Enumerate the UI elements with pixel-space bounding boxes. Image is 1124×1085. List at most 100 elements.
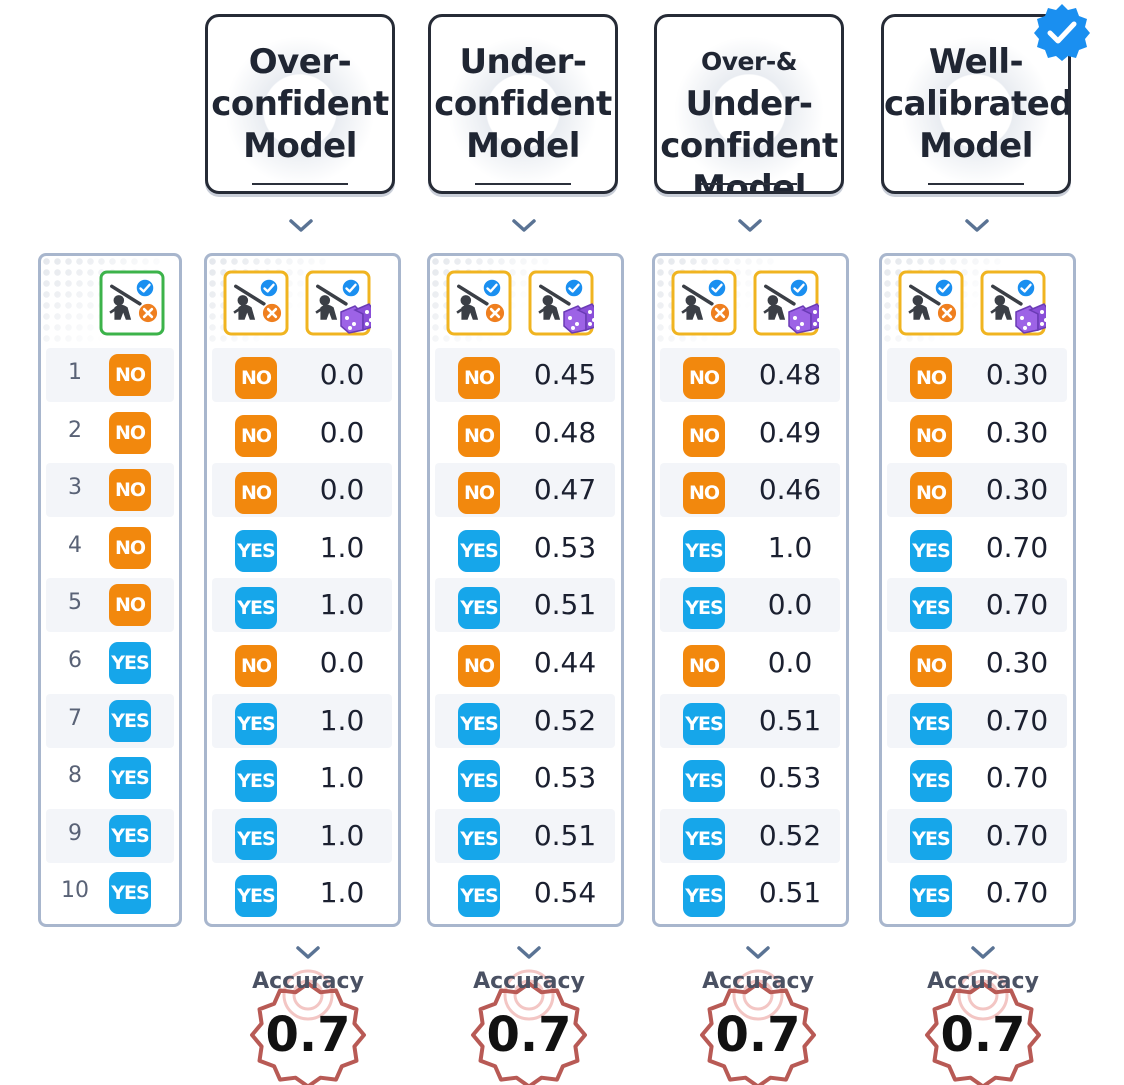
accuracy-label: Accuracy	[702, 969, 814, 994]
prediction-badge: YES	[910, 702, 952, 745]
prediction-badge: YES	[458, 760, 500, 803]
confidence-value: 0.0	[767, 646, 813, 679]
confidence-value: 0.70	[985, 876, 1049, 910]
confidence-value: 0.48	[758, 358, 822, 391]
seal-icon	[925, 969, 1041, 1085]
prediction-badge: NO	[910, 645, 952, 687]
chevron-down-icon	[965, 219, 989, 232]
prediction-badge: YES	[458, 702, 500, 745]
chevron-down-icon	[971, 946, 995, 959]
model-title: Over- confident Model	[211, 42, 389, 166]
ground-truth-badge: YES	[109, 757, 151, 800]
prediction-badge: YES	[235, 587, 277, 630]
ground-truth-badge: NO	[109, 584, 151, 627]
background-ring-decoration	[891, 25, 1061, 191]
prediction-badge: NO	[235, 472, 277, 515]
row-index: 2	[68, 417, 82, 443]
prediction-badge: YES	[683, 587, 725, 630]
prediction-badge: YES	[235, 817, 277, 860]
seal-icon	[471, 969, 587, 1085]
confidence-value: 0.53	[533, 530, 597, 564]
confidence-value: 0.70	[985, 530, 1049, 564]
title-underline	[475, 183, 571, 185]
ground-truth-badge: NO	[109, 411, 151, 454]
model-panel-over-confident: NO 0.0 NO 0.0 NO 0.0 YES 1.0 YES 1.0 NO 0.0 YES 1.0 YE…	[204, 253, 401, 927]
accuracy-value: 0.7	[265, 1007, 351, 1063]
prediction-badge: YES	[683, 529, 725, 572]
confidence-value: 0.52	[758, 818, 822, 852]
prediction-badge: NO	[458, 645, 500, 687]
confidence-value: 0.54	[533, 876, 597, 910]
golfer-check-cross-icon	[446, 270, 512, 336]
prediction-badge: YES	[458, 587, 500, 630]
row-index: 10	[61, 878, 89, 904]
chevron-down-icon	[517, 946, 541, 959]
golfer-dice-icon	[753, 270, 824, 336]
title-underline	[701, 183, 797, 185]
prediction-badge: NO	[683, 414, 725, 457]
accuracy-label: Accuracy	[927, 969, 1039, 994]
prediction-badge: NO	[458, 357, 500, 399]
prediction-badge: NO	[910, 414, 952, 457]
prediction-badge: YES	[910, 760, 952, 803]
row-index: 9	[68, 820, 82, 846]
background-ring-decoration	[664, 25, 834, 191]
model-panel-over-and-under-confident: NO 0.48 NO 0.49 NO 0.46 YES 1.0 YES 0.0 NO 0.0 YES 0.…	[652, 253, 849, 927]
accuracy-seal: Accuracy 0.7	[464, 946, 594, 1085]
seal-icon	[250, 969, 366, 1085]
confidence-value: 0.44	[533, 646, 597, 679]
confidence-value: 0.53	[758, 761, 822, 795]
confidence-value: 1.0	[319, 703, 365, 737]
prediction-badge: NO	[683, 645, 725, 687]
confidence-value: 0.48	[533, 415, 597, 449]
golfer-check-cross-icon	[223, 270, 289, 336]
ground-truth-badge: NO	[109, 354, 151, 396]
ground-truth-badge: YES	[109, 814, 151, 857]
model-title: Under- confident Model	[434, 42, 612, 166]
confidence-value: 1.0	[319, 818, 365, 852]
prediction-badge: YES	[235, 702, 277, 745]
prediction-badge: NO	[458, 472, 500, 515]
accuracy-seal: Accuracy 0.7	[243, 946, 373, 1085]
row-index: 4	[68, 532, 82, 558]
prediction-badge: YES	[683, 760, 725, 803]
prediction-badge: YES	[910, 817, 952, 860]
prediction-badge: NO	[235, 414, 277, 457]
prediction-badge: YES	[458, 817, 500, 860]
accuracy-label: Accuracy	[473, 969, 585, 994]
confidence-value: 0.45	[533, 358, 597, 391]
prediction-badge: YES	[910, 875, 952, 918]
confidence-value: 0.47	[533, 473, 597, 507]
prediction-badge: NO	[235, 357, 277, 399]
confidence-value: 1.0	[319, 530, 365, 564]
confidence-value: 1.0	[767, 530, 813, 564]
accuracy-value: 0.7	[715, 1007, 801, 1063]
confidence-value: 0.51	[758, 876, 822, 910]
golfer-check-cross-icon	[898, 270, 964, 336]
confidence-value: 1.0	[319, 876, 365, 910]
prediction-badge: YES	[910, 529, 952, 572]
golfer-dice-icon	[305, 270, 376, 336]
prediction-badge: NO	[910, 357, 952, 399]
prediction-badge: NO	[910, 472, 952, 515]
confidence-value: 0.49	[758, 415, 822, 449]
ground-truth-badge: YES	[109, 872, 151, 915]
confidence-value: 0.0	[319, 415, 365, 449]
accuracy-value: 0.7	[940, 1007, 1026, 1063]
confidence-value: 0.0	[767, 588, 813, 622]
ground-truth-badge: NO	[109, 526, 151, 569]
prediction-badge: YES	[910, 587, 952, 630]
confidence-value: 0.53	[533, 761, 597, 795]
accuracy-seal: Accuracy 0.7	[918, 946, 1048, 1085]
prediction-badge: NO	[683, 472, 725, 515]
prediction-badge: YES	[683, 817, 725, 860]
prediction-badge: YES	[458, 529, 500, 572]
confidence-value: 0.70	[985, 761, 1049, 795]
model-header-over-confident: Over- confident Model	[205, 14, 395, 194]
confidence-value: 0.70	[985, 703, 1049, 737]
confidence-value: 0.30	[985, 415, 1049, 449]
confidence-value: 0.0	[319, 358, 365, 391]
model-title: Over-& Under- confident Model	[660, 47, 838, 194]
chevron-down-icon	[296, 946, 320, 959]
confidence-value: 0.51	[533, 588, 597, 622]
